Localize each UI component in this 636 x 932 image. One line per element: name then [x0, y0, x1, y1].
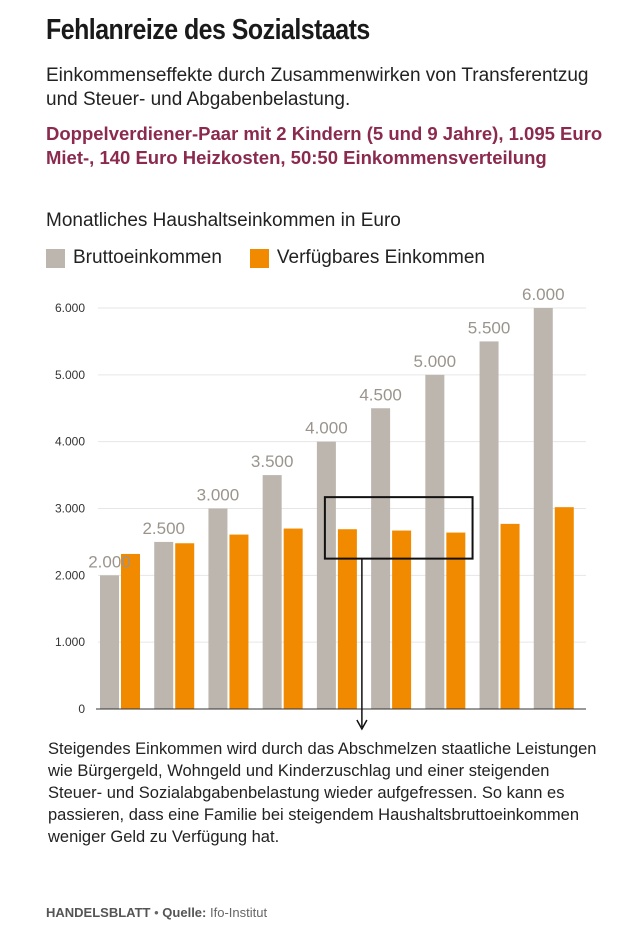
footer-brand: HANDELSBLATT: [46, 905, 151, 920]
footer: HANDELSBLATT • Quelle: Ifo-Institut: [46, 905, 267, 920]
legend-label-net: Verfügbares Einkommen: [276, 247, 485, 268]
chart-annotation: Steigendes Einkommen wird durch das Absc…: [48, 740, 597, 846]
data-label-gross: 2.500: [142, 519, 185, 538]
y-tick-label: 3.000: [55, 502, 85, 516]
measure-label: Monatliches Haushaltseinkommen in Euro: [46, 210, 401, 231]
data-label-gross: 6.000: [522, 285, 565, 304]
bar-net: [337, 529, 357, 709]
legend-label-gross: Bruttoeinkommen: [73, 247, 222, 268]
data-label-gross: 2.000: [88, 552, 131, 571]
bar-net: [121, 553, 140, 709]
footer-source-label: Quelle:: [162, 905, 207, 920]
y-tick-label: 1.000: [55, 635, 85, 649]
chart-legend: Bruttoeinkommen Verfügbares Einkommen: [46, 245, 513, 271]
footer-separator: •: [154, 905, 159, 920]
bar-net: [554, 507, 574, 709]
data-label-gross: 5.000: [414, 352, 457, 371]
bar-net: [283, 528, 303, 709]
bar-gross: [154, 541, 174, 709]
bar-gross: [316, 441, 336, 709]
data-label-gross: 5.500: [468, 318, 511, 337]
y-tick-label: 0: [78, 702, 85, 716]
bar-gross: [100, 575, 119, 709]
legend-item-gross: Bruttoeinkommen: [46, 247, 222, 269]
data-label-gross: 3.000: [197, 486, 240, 505]
y-tick-label: 6.000: [55, 301, 85, 315]
scenario-description: Doppelverdiener-Paar mit 2 Kindern (5 un…: [46, 123, 603, 168]
y-tick-label: 2.000: [55, 568, 85, 582]
bar-gross: [208, 508, 228, 709]
bar-net: [500, 523, 520, 709]
bar-net: [446, 532, 466, 709]
annotation-arrow-head: [356, 719, 368, 731]
data-label-gross: 4.500: [359, 385, 402, 404]
bar-net: [175, 543, 195, 709]
bar-gross: [425, 374, 445, 709]
page-title: Fehlanreize des Sozialstaats: [46, 14, 370, 46]
subtitle: Einkommenseffekte durch Zusammenwirken v…: [46, 65, 589, 110]
highlight-box: [323, 496, 474, 560]
data-label-gross: 4.000: [305, 419, 348, 438]
bar-gross: [479, 341, 499, 709]
bar-gross: [533, 308, 553, 709]
y-tick-label: 4.000: [55, 435, 85, 449]
data-label-gross: 3.500: [251, 452, 294, 471]
bar-net: [392, 530, 412, 709]
legend-swatch-gross: [46, 248, 65, 268]
bar-net: [229, 534, 249, 709]
bar-chart: 0 1.000 2.000 3.000 4.000 5.000 6.000 2.000 2.50…: [55, 285, 586, 731]
footer-source: Ifo-Institut: [210, 905, 268, 920]
bar-gross: [262, 475, 282, 709]
legend-item-net: Verfügbares Einkommen: [249, 247, 485, 269]
y-tick-label: 5.000: [55, 368, 85, 382]
legend-swatch-net: [249, 248, 269, 268]
